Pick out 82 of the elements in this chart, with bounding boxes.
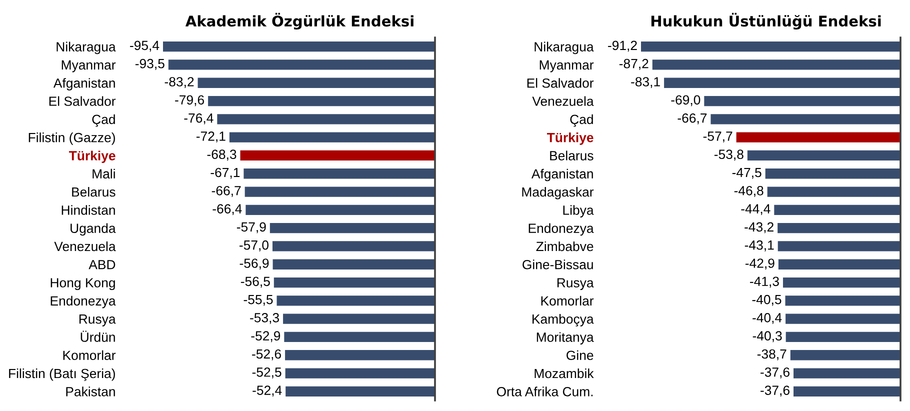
y-tick-label: El Salvador bbox=[49, 96, 116, 106]
data-label: -52,4 bbox=[252, 386, 282, 397]
data-label: -56,5 bbox=[240, 276, 270, 288]
y-tick-label: Filistin (Gazze) bbox=[28, 132, 115, 145]
y-tick-label: Çad bbox=[92, 114, 115, 127]
data-label: -66,4 bbox=[212, 204, 242, 216]
data-label: -47,5 bbox=[732, 168, 762, 179]
y-tick-label: Afganistan bbox=[53, 78, 115, 90]
data-label: -46,8 bbox=[734, 186, 764, 197]
data-label: -57,9 bbox=[236, 222, 266, 234]
data-label: -52,6 bbox=[252, 349, 281, 360]
y-tick-label: Mali bbox=[92, 168, 115, 179]
data-label: -79,6 bbox=[175, 95, 204, 106]
data-label: -57,7 bbox=[703, 132, 732, 142]
data-label: -37,6 bbox=[760, 367, 790, 378]
data-label: -53,8 bbox=[714, 150, 744, 161]
data-label: -66,7 bbox=[212, 186, 241, 197]
data-label: -83,1 bbox=[631, 77, 660, 88]
y-tick-label: Komorlar bbox=[541, 296, 594, 306]
data-label: -56,9 bbox=[240, 258, 269, 270]
y-tick-label: Türkiye bbox=[546, 132, 594, 145]
data-label: -40,3 bbox=[752, 331, 782, 342]
y-tick-label: Nikaragua bbox=[534, 42, 594, 54]
data-label: -55,5 bbox=[244, 295, 273, 306]
data-label: -43,2 bbox=[744, 222, 774, 234]
data-label: -66,7 bbox=[678, 113, 707, 124]
data-label: -76,4 bbox=[184, 113, 214, 124]
data-label: -40,5 bbox=[752, 294, 782, 306]
data-label: -44,4 bbox=[741, 204, 770, 216]
y-tick-label: Rusya bbox=[557, 278, 594, 290]
y-tick-label: Venezuela bbox=[532, 96, 594, 106]
y-tick-label: Hindistan bbox=[62, 205, 115, 215]
y-tick-label: Orta Afrika Cum. bbox=[496, 386, 593, 396]
chart-title: Akademik Özgürlük Endeksi bbox=[185, 12, 414, 30]
data-label: -83,2 bbox=[164, 77, 194, 88]
y-tick-label: Madagaskar bbox=[522, 186, 594, 200]
y-tick-label: Ürdün bbox=[80, 330, 115, 342]
data-label: -72,1 bbox=[196, 132, 226, 142]
y-tick-label: Pakistan bbox=[66, 386, 115, 396]
data-label: -68,3 bbox=[207, 150, 236, 161]
y-tick-label: Libya bbox=[563, 205, 594, 218]
chart-title: Hukukun Üstünlüğü Endeksi bbox=[651, 12, 881, 30]
data-label: -42,9 bbox=[745, 258, 774, 270]
y-tick-label: Gine bbox=[566, 350, 594, 360]
y-tick-label: Komorlar bbox=[63, 350, 116, 360]
y-tick-label: Türkiye bbox=[68, 150, 116, 163]
data-label: -91,2 bbox=[608, 40, 637, 52]
y-tick-label: Zimbabve bbox=[536, 241, 594, 252]
y-tick-label: Belarus bbox=[72, 186, 116, 197]
y-tick-label: Uganda bbox=[70, 223, 116, 236]
y-tick-label: Nikaragua bbox=[56, 42, 116, 54]
data-label: -52,9 bbox=[251, 331, 280, 342]
y-tick-label: Kamboçya bbox=[532, 314, 594, 326]
y-tick-label: Venezuela bbox=[54, 241, 116, 252]
data-label: -53,3 bbox=[250, 313, 279, 324]
y-tick-label: Afganistan bbox=[531, 168, 593, 182]
y-tick-label: Endonezya bbox=[50, 296, 116, 308]
y-tick-label: Endonezya bbox=[528, 223, 594, 236]
data-label: -43,1 bbox=[744, 240, 774, 252]
y-tick-label: Filistin (Batı Şeria) bbox=[9, 368, 115, 381]
y-tick-label: Belarus bbox=[550, 150, 594, 160]
y-tick-label: ABD bbox=[88, 260, 116, 270]
y-tick-label: Rusya bbox=[79, 314, 116, 326]
data-label: -52,5 bbox=[252, 367, 282, 378]
y-tick-label: Myanmar bbox=[62, 60, 116, 72]
data-label: -87,2 bbox=[619, 58, 648, 70]
data-label: -41,3 bbox=[750, 276, 779, 288]
data-label: -57,0 bbox=[240, 240, 268, 252]
y-tick-label: Mozambik bbox=[534, 368, 594, 378]
y-tick-label: Myanmar bbox=[540, 60, 594, 72]
y-tick-label: Moritanya bbox=[536, 332, 594, 344]
data-label: -37,6 bbox=[760, 386, 790, 397]
y-tick-label: El Salvador bbox=[527, 78, 594, 88]
data-label: -40,4 bbox=[752, 313, 782, 324]
data-label: -38,7 bbox=[757, 349, 786, 360]
y-tick-label: Gine-Bissau bbox=[522, 260, 593, 270]
data-label: -67,1 bbox=[210, 168, 240, 179]
y-tick-label: Hong Kong bbox=[50, 278, 115, 290]
y-tick-label: Çad bbox=[570, 114, 593, 127]
data-label: -93,5 bbox=[135, 58, 164, 70]
data-label: -69,0 bbox=[671, 95, 700, 106]
data-label: -95,4 bbox=[130, 40, 160, 52]
